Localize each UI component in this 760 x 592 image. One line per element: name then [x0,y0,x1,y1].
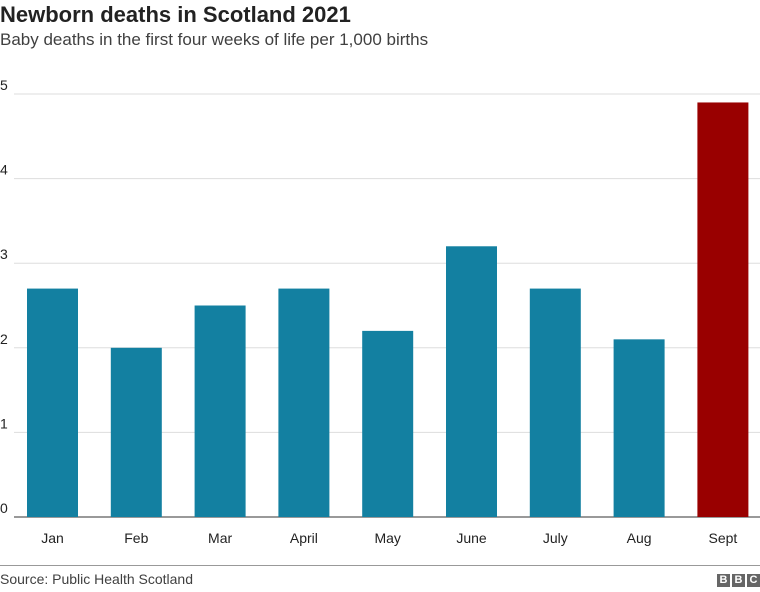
y-tick-label: 0 [0,500,8,516]
x-tick-label: April [290,530,318,546]
footer-divider [0,565,760,566]
bar-chart: 0 1 2 3 4 5 Jan Feb Mar April May June July Aug Sept [0,77,760,546]
x-tick-label: Jan [41,530,64,546]
bar-aug [613,339,665,517]
bar-feb [110,347,162,517]
y-tick-label: 5 [0,77,8,93]
x-tick-label: Aug [627,530,652,546]
x-tick-label: Feb [124,530,148,546]
x-tick-label: Mar [208,530,232,546]
x-tick-label: July [543,530,568,546]
bar-june [446,246,497,517]
y-tick-label: 2 [0,331,8,347]
bar-may [362,330,414,517]
x-tick-label: Sept [708,530,737,546]
y-tick-label: 4 [0,162,8,178]
chart-title: Newborn deaths in Scotland 2021 [0,2,351,27]
bar-jan [27,288,78,517]
x-tick-label: May [374,530,400,546]
bar-mar [194,305,246,517]
bar-july [529,288,581,517]
bar-sept [697,102,749,518]
x-tick-label: June [456,530,487,546]
y-tick-label: 3 [0,246,8,262]
source-note: Source: Public Health Scotland [0,571,193,587]
y-tick-label: 1 [0,415,8,431]
chart-subtitle: Baby deaths in the first four weeks of l… [0,30,429,49]
bar-april [278,288,330,517]
